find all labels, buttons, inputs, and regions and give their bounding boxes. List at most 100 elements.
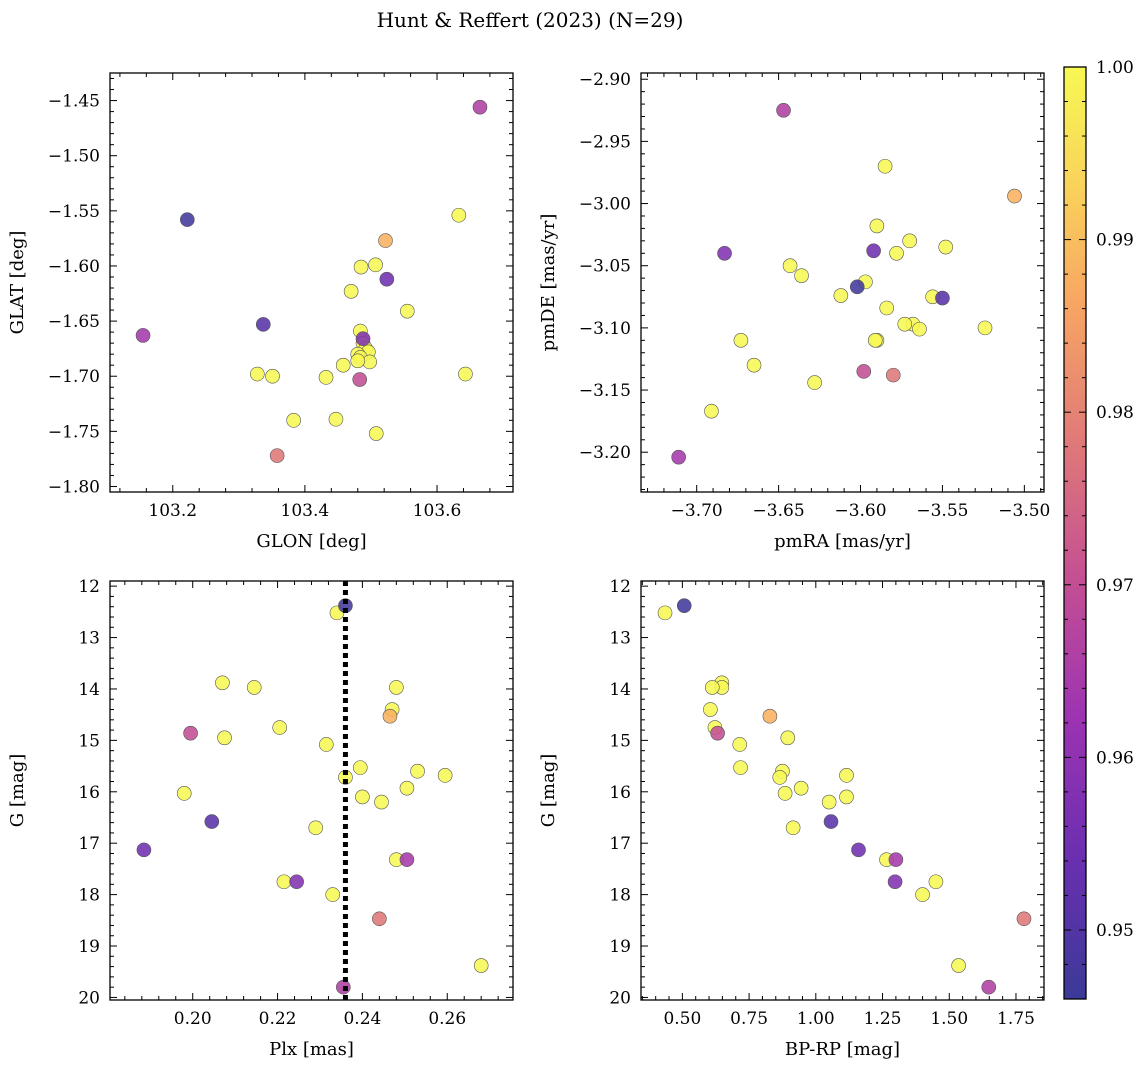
panel-bprp-g: 0.50 0.75 1.00 1.25 1.50 1.75 12 13 14 15 16 17 18 19… — [538, 577, 1045, 1060]
data-point — [437, 768, 453, 783]
x-tick-label: 1.25 — [864, 1009, 902, 1029]
x-tick-label: 0.50 — [663, 1009, 701, 1029]
data-point — [879, 300, 895, 316]
data-point — [335, 357, 351, 373]
data-point — [772, 770, 788, 785]
data-point — [977, 320, 993, 336]
points-layer — [136, 598, 489, 995]
data-point — [276, 874, 292, 890]
x-tick-label: 0.75 — [730, 1009, 768, 1029]
x-tick-label: 0.20 — [174, 1009, 212, 1029]
points-layer — [657, 598, 1032, 995]
data-point — [246, 680, 262, 695]
data-point — [1016, 911, 1032, 927]
data-point — [951, 958, 966, 973]
colorbar-tick-label: 0.99 — [1096, 231, 1134, 251]
data-point — [676, 598, 692, 613]
data-point — [877, 158, 893, 174]
y-tick-label: −3.10 — [579, 319, 631, 339]
data-point — [352, 760, 368, 775]
data-point — [776, 102, 791, 118]
data-point — [902, 233, 917, 249]
x-tick-label: 103.4 — [281, 501, 330, 521]
x-tick-label: −3.60 — [834, 501, 886, 521]
data-point — [410, 763, 425, 779]
y-tick-label: −3.20 — [579, 443, 631, 463]
data-point — [703, 702, 718, 717]
y-tick-label: −1.50 — [48, 147, 100, 167]
y-tick-label: 17 — [78, 834, 100, 854]
data-point — [867, 333, 883, 348]
data-point — [135, 328, 151, 343]
plot-frame — [640, 580, 1045, 1001]
data-point — [343, 284, 359, 299]
y-tick-label: −1.80 — [48, 477, 100, 497]
points-layer — [135, 99, 488, 463]
data-point — [319, 737, 334, 752]
plot-frame — [640, 72, 1045, 493]
data-point — [887, 874, 903, 890]
data-point — [318, 370, 334, 385]
data-point — [785, 820, 801, 836]
points-layer — [671, 102, 1022, 465]
colorbar-frame — [1063, 66, 1087, 1000]
x-tick-label: 1.00 — [797, 1009, 835, 1029]
data-point — [888, 852, 904, 867]
x-axis-label: Plx [mas] — [269, 1039, 354, 1060]
data-point — [289, 874, 304, 890]
x-axis-label: BP-RP [mag] — [785, 1039, 900, 1060]
data-point — [762, 708, 778, 724]
y-tick-label: −1.60 — [48, 257, 100, 277]
x-tick-label: −3.55 — [916, 501, 968, 521]
data-point — [1007, 188, 1022, 204]
y-tick-label: −1.45 — [48, 92, 100, 112]
data-point — [355, 789, 370, 805]
x-tick-label: 103.2 — [148, 501, 197, 521]
data-point — [399, 303, 415, 319]
y-tick-label: 18 — [609, 886, 631, 906]
y-tick-label: 19 — [78, 937, 100, 957]
y-tick-label: 14 — [78, 680, 100, 700]
y-tick-label: 12 — [78, 577, 100, 597]
data-point — [325, 887, 341, 902]
data-point — [286, 413, 301, 428]
colorbar-tick-label: 0.96 — [1096, 748, 1134, 768]
y-tick-label: 15 — [78, 731, 100, 751]
data-point — [889, 245, 904, 261]
data-point — [794, 268, 809, 283]
x-tick-label: 1.50 — [930, 1009, 968, 1029]
data-point — [265, 368, 280, 384]
data-point — [250, 366, 265, 382]
colorbar-tick-label: 1.00 — [1096, 58, 1134, 78]
data-point — [704, 403, 719, 419]
data-point — [368, 257, 383, 273]
data-point — [915, 887, 930, 902]
x-tick-label: 0.24 — [343, 1009, 381, 1029]
data-point — [204, 814, 220, 829]
data-point — [833, 288, 849, 303]
data-point — [782, 258, 798, 274]
data-point — [912, 321, 927, 337]
y-tick-label: 14 — [609, 680, 631, 700]
y-tick-label: −1.70 — [48, 367, 100, 387]
data-point — [176, 786, 192, 801]
data-point — [217, 730, 232, 746]
data-point — [717, 245, 732, 261]
data-point — [269, 448, 285, 463]
data-point — [851, 842, 866, 858]
data-point — [136, 842, 152, 858]
y-tick-label: −1.55 — [48, 202, 100, 222]
y-tick-label: 13 — [609, 629, 631, 649]
y-tick-label: 15 — [609, 731, 631, 751]
x-tick-label: 103.6 — [413, 501, 462, 521]
y-tick-label: 19 — [609, 937, 631, 957]
data-point — [733, 760, 748, 775]
data-point — [353, 259, 369, 275]
data-point — [399, 852, 415, 867]
x-tick-label: 0.26 — [428, 1009, 466, 1029]
y-tick-label: −1.75 — [48, 422, 100, 442]
data-point — [372, 911, 387, 927]
colorbar-bar — [1064, 67, 1086, 999]
panel-plx-g: 0.20 0.22 0.24 0.26 12 13 14 15 16 17 18 19 20 Plx [m… — [7, 577, 514, 1060]
data-point — [849, 279, 865, 295]
